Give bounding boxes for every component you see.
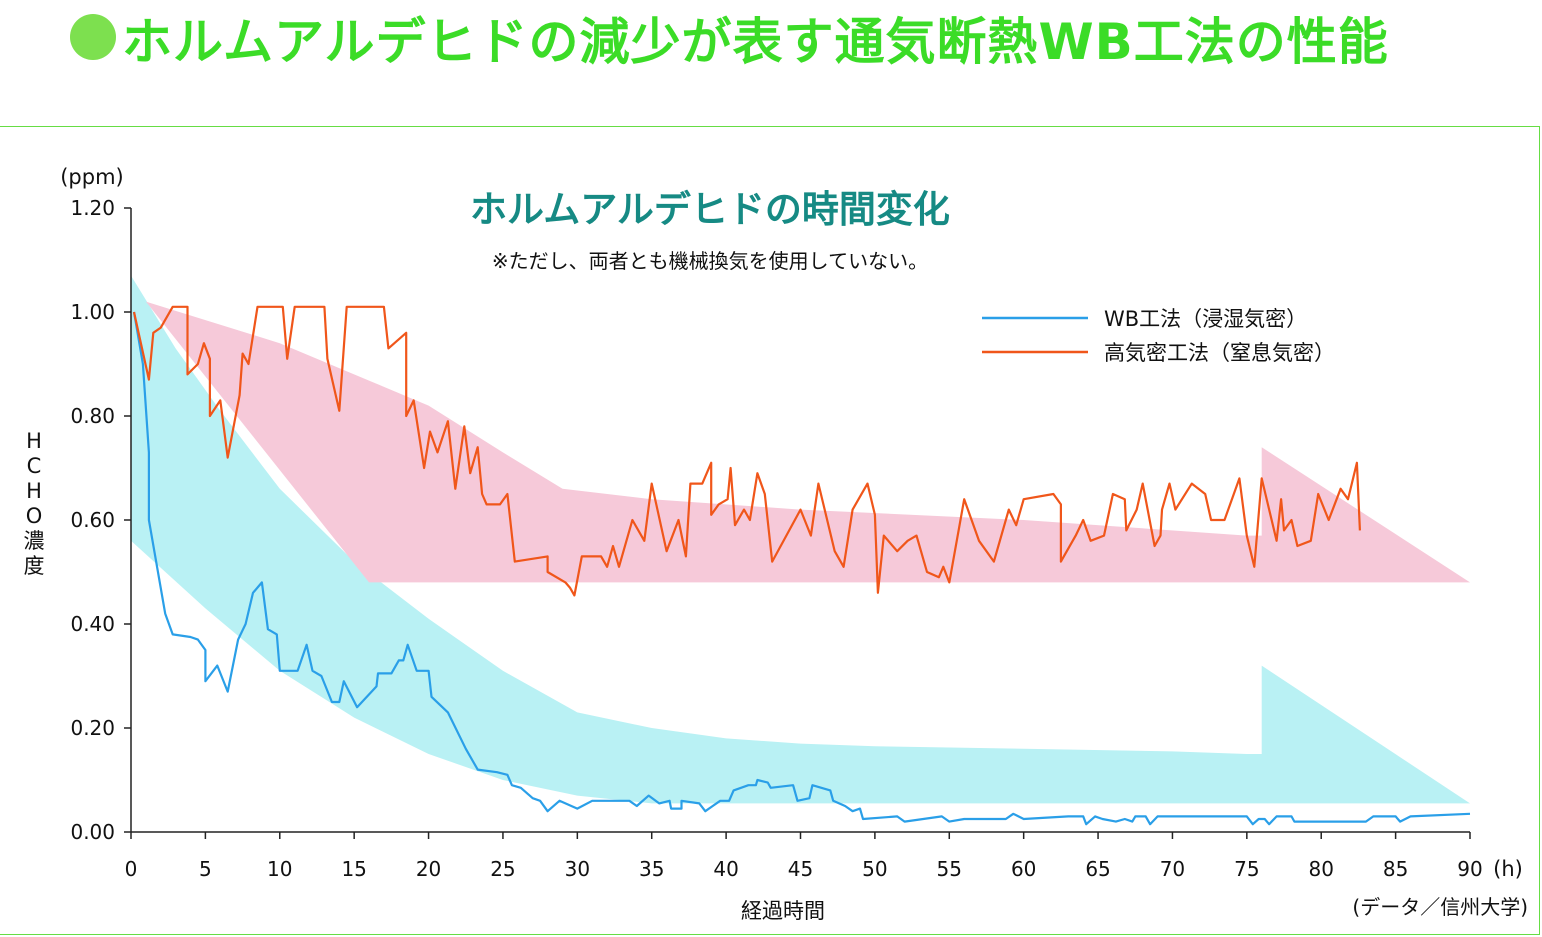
page-title: ホルムアルデヒドの減少が表す通気断熱WB工法の性能 [122,13,1389,71]
wb-series-line [132,311,1471,826]
range-bands [131,275,1470,804]
x-tick-label: 25 [490,857,515,881]
airtight-range-band [145,301,1470,583]
x-tick-label: 80 [1308,857,1333,881]
x-axis-title: 経過時間 [741,899,825,923]
chart-frame [0,126,1540,935]
x-tick-label: 60 [1011,857,1036,881]
x-tick-label: 5 [199,857,212,881]
source-note: (データ／信州大学) [1352,895,1528,919]
x-tick-label: 30 [565,857,590,881]
tick-marks: 0 5 10 15 20 25 30 35 40 45 50 55 60 65 70 75 80 85 90 0.00… [70,196,1482,881]
bullet-circle-icon [70,14,116,60]
chart-title: ホルムアルデヒドの時間変化 [470,188,950,231]
x-tick-label: 85 [1383,857,1408,881]
x-tick-label: 15 [341,857,366,881]
x-tick-label: 75 [1234,857,1259,881]
y-tick-label: 1.00 [70,300,115,324]
x-tick-label: 40 [713,857,738,881]
y-unit-label: (ppm) [60,165,124,189]
x-tick-label: 90 [1457,857,1482,881]
series-lines [132,305,1471,826]
x-tick-label: 35 [639,857,664,881]
x-tick-label: 55 [937,857,962,881]
x-tick-label: 0 [125,857,138,881]
x-tick-label: 10 [267,857,292,881]
y-tick-label: 1.20 [70,196,115,220]
legend-label-airtight: 高気密工法（窒息気密） [1104,341,1335,365]
wb-range-band [131,275,1470,804]
airtight-series-line [132,305,1361,597]
y-tick-label: 0.00 [70,820,115,844]
chart-note: ※ただし、両者とも機械換気を使用していない。 [492,249,928,273]
y-tick-label: 0.80 [70,404,115,428]
page-header: ホルムアルデヒドの減少が表す通気断熱WB工法の性能 [0,0,1542,71]
y-tick-label: 0.40 [70,612,115,636]
x-unit-label: (h) [1493,857,1523,881]
y-axis-title: H C H O 濃度 [24,429,45,578]
x-tick-label: 45 [788,857,813,881]
x-tick-label: 70 [1160,857,1185,881]
x-tick-label: 50 [862,857,887,881]
y-tick-label: 0.60 [70,508,115,532]
legend-label-wb: WB工法（浸湿気密） [1104,307,1307,331]
y-tick-label: 0.20 [70,716,115,740]
x-tick-label: 65 [1085,857,1110,881]
x-tick-label: 20 [416,857,441,881]
legend: WB工法（浸湿気密） 高気密工法（窒息気密） [982,307,1335,365]
